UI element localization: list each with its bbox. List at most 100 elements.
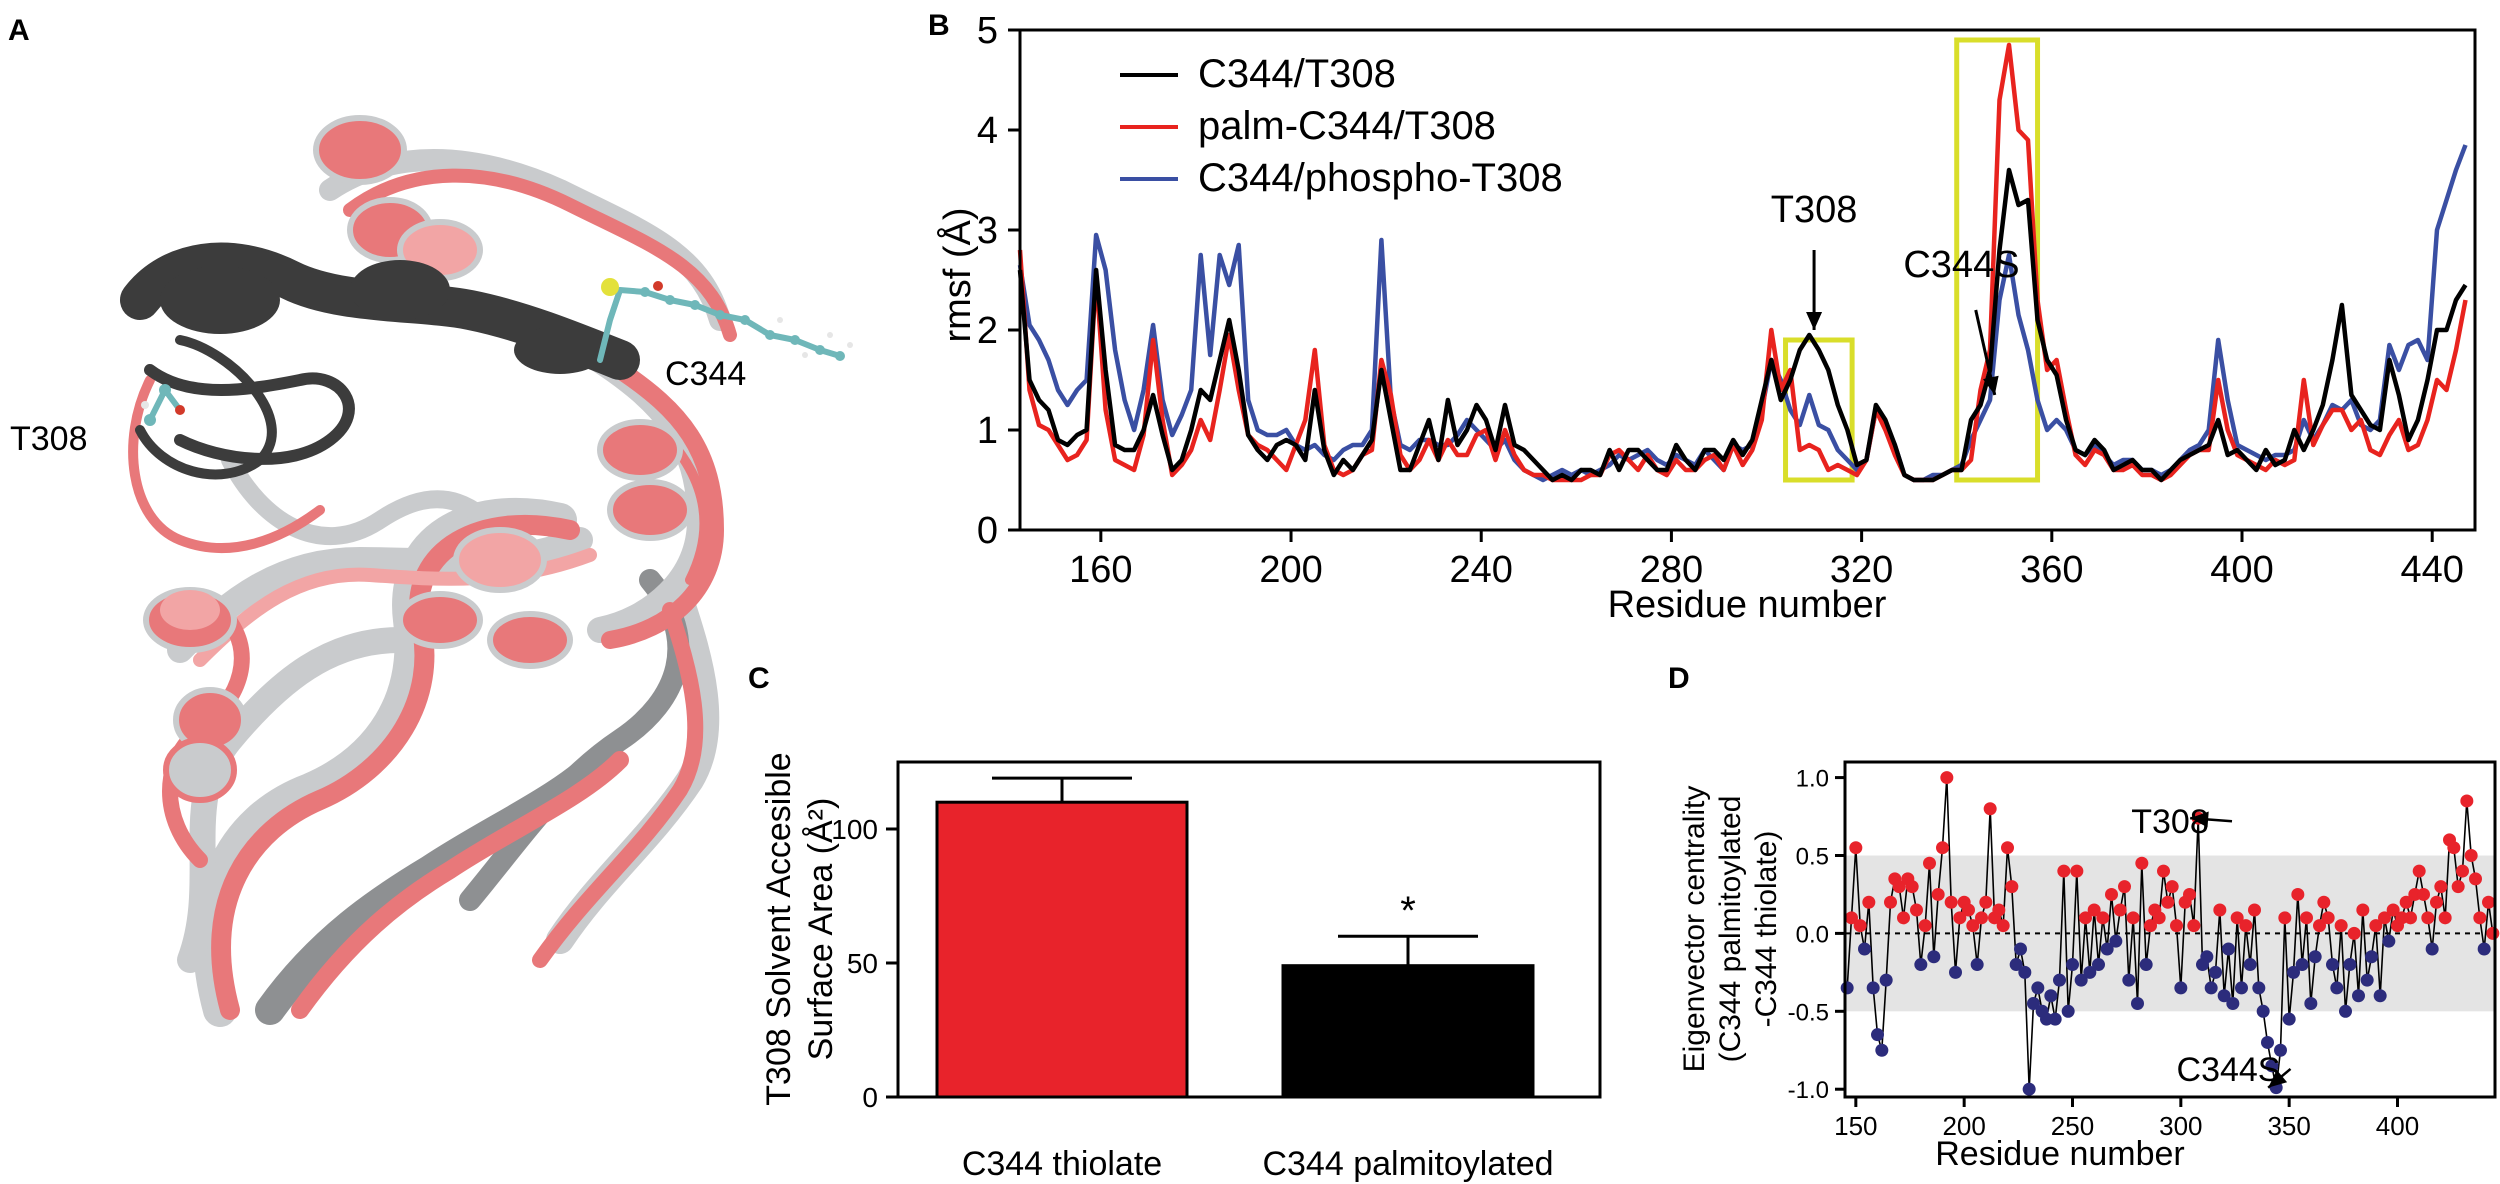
d-point <box>2204 981 2218 995</box>
d-point <box>2144 919 2157 933</box>
d-point <box>2287 965 2300 979</box>
d-annotation-arrowhead-2 <box>2268 1069 2288 1088</box>
d-point <box>1875 1043 1889 1057</box>
b-x-tick-label: 280 <box>1640 549 1703 591</box>
panel-c-bar-chart: C * 0 50 100 C344 thiolate C344 palmitoylat… <box>748 662 1602 1183</box>
d-point <box>2347 926 2361 940</box>
b-annotation-arrowhead-2 <box>1983 375 1999 395</box>
helix-left <box>143 587 247 803</box>
d-point <box>1849 841 1863 855</box>
d-point <box>2200 950 2214 964</box>
b-annotation-arrowhead-1 <box>1806 312 1823 330</box>
d-annotation-arrowhead-1 <box>2190 811 2209 828</box>
d-point <box>2434 880 2448 894</box>
d-y-tick-label: -0.5 <box>1788 999 1829 1026</box>
b-annotation-label-2: C344S <box>1903 244 2019 286</box>
d-point <box>2365 950 2378 964</box>
d-point <box>1962 903 1975 917</box>
d-point <box>2261 1035 2274 1049</box>
d-point <box>2131 997 2144 1011</box>
c-x-tick-label-2: C344 palmitoylated <box>1262 1145 1553 1183</box>
d-point <box>1918 919 1932 933</box>
d-point <box>2152 911 2166 925</box>
d-point <box>2157 864 2170 878</box>
b-x-tick-label: 400 <box>2210 549 2273 591</box>
b-y-tick-label: 5 <box>977 10 998 52</box>
d-point <box>2096 911 2110 925</box>
d-point <box>2048 1012 2062 1026</box>
d-point <box>1871 1028 1884 1042</box>
d-point <box>2070 864 2084 878</box>
d-point <box>2044 989 2058 1003</box>
d-point <box>1940 771 1954 785</box>
c-significance-asterisk: * <box>1400 889 1416 933</box>
d-point <box>2018 965 2032 979</box>
helix-upper <box>313 115 483 281</box>
b-legend: C344/T308 palm-C344/T308 C344/phospho-T308 <box>1120 52 1563 200</box>
d-point <box>1884 895 1897 909</box>
d-point <box>2235 981 2248 995</box>
d-point <box>2239 919 2253 933</box>
d-point <box>2217 989 2231 1003</box>
b-legend-label-3: C344/phospho-T308 <box>1198 156 1563 200</box>
d-point <box>2174 981 2188 995</box>
b-plot-frame <box>1018 28 2477 532</box>
d-point <box>2404 911 2417 925</box>
d-annotation-label-2: C344S <box>2177 1051 2281 1089</box>
d-point <box>1905 880 1919 894</box>
d-point <box>2343 958 2357 972</box>
d-point <box>2326 958 2339 972</box>
b-series-lines <box>1017 42 2468 483</box>
d-point <box>2001 841 2014 855</box>
d-point <box>1983 802 1997 816</box>
d-point <box>1897 911 1910 925</box>
d-y-tick-label: 1.0 <box>1796 766 1829 793</box>
d-point <box>2118 880 2131 894</box>
b-x-tick-label: 440 <box>2401 549 2464 591</box>
d-annotation-label-1: T308 <box>2131 803 2209 841</box>
d-point <box>2053 973 2066 987</box>
d-point <box>2469 872 2482 886</box>
b-y-axis: 0 1 2 3 4 5 <box>977 10 1020 552</box>
d-point <box>2421 911 2435 925</box>
d-point <box>2295 958 2309 972</box>
d-point <box>1996 919 2010 933</box>
d-point <box>2378 911 2391 925</box>
d-x-axis: 150 200 250 300 350 400 <box>1834 1097 2419 1141</box>
d-point <box>2226 997 2240 1011</box>
b-series-line-2 <box>1017 42 2468 483</box>
d-point <box>2438 911 2452 925</box>
d-point <box>2135 856 2149 870</box>
d-point <box>2360 973 2374 987</box>
dark-activation-loop <box>120 242 640 480</box>
d-point <box>1944 895 1958 909</box>
c-x-tick-label-1: C344 thiolate <box>962 1145 1162 1183</box>
d-y-tick-label: 0.0 <box>1796 921 1829 948</box>
d-point <box>2213 903 2227 917</box>
b-x-tick-label: 320 <box>1830 549 1893 591</box>
d-x-tick-label: 200 <box>1942 1111 1985 1141</box>
d-point <box>2369 919 2383 933</box>
d-point <box>1953 911 1967 925</box>
d-x-tick-label: 300 <box>2159 1111 2202 1141</box>
d-point <box>2304 997 2318 1011</box>
b-annotations: T308 C344S <box>1771 189 2020 396</box>
t308-sidechain <box>141 384 185 426</box>
protein-cartoon-illustration <box>120 115 853 1027</box>
b-highlight-box-1 <box>1783 337 1855 483</box>
b-y-axis-label: rmsf (Å) <box>935 207 979 342</box>
d-annotations: T308 C344S <box>2131 803 2292 1089</box>
c-y-tick-label: 100 <box>831 814 878 845</box>
d-point <box>2486 926 2500 940</box>
c-bars: * <box>935 776 1535 1099</box>
b-y-tick-label: 0 <box>977 510 998 552</box>
c-bar-1 <box>935 800 1189 1099</box>
d-point <box>2009 958 2023 972</box>
c-y-axis-label: T308 Solvent Accesible Surface Area (Å²) <box>760 752 840 1105</box>
d-point <box>2139 958 2153 972</box>
d-point <box>1927 950 1941 964</box>
d-point <box>2317 895 2331 909</box>
d-point <box>2321 911 2335 925</box>
b-x-tick-label: 240 <box>1450 549 1513 591</box>
d-point <box>2300 911 2313 925</box>
